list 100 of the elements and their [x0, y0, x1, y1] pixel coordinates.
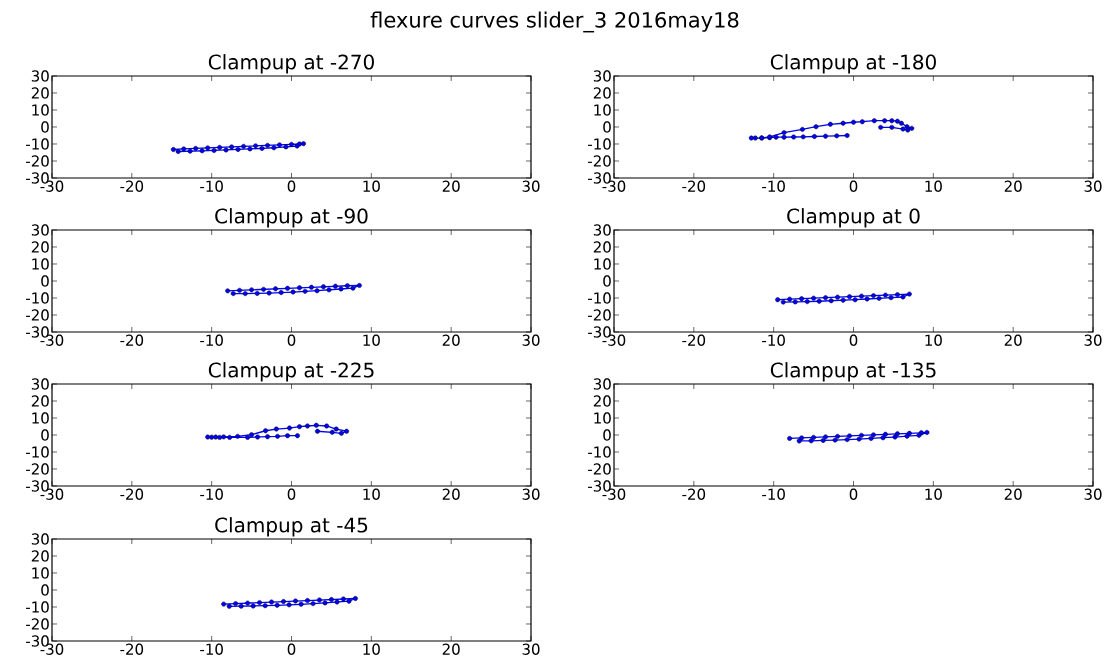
x-tick-label: 20: [442, 643, 460, 655]
y-tick-label: 10: [594, 258, 611, 270]
x-tick-label: 20: [442, 488, 460, 500]
point: [254, 290, 260, 296]
point: [259, 145, 265, 151]
y-tick-label: -10: [26, 292, 49, 304]
point: [894, 292, 900, 298]
point: [209, 434, 215, 440]
point: [265, 434, 270, 440]
point: [170, 146, 176, 152]
y-tick-label: 10: [32, 104, 49, 116]
y-tick-label: 30: [593, 378, 611, 390]
point: [811, 295, 817, 301]
point: [226, 603, 232, 609]
point: [894, 118, 900, 124]
y-tick-label: 0: [41, 584, 49, 596]
y-tick-label: 20: [593, 241, 611, 253]
x-tick-label: 20: [442, 180, 460, 192]
point: [334, 599, 340, 605]
y-tick-label: 20: [31, 241, 49, 253]
x-tick-label: 30: [522, 334, 540, 346]
x-tick-label: 0: [287, 643, 296, 655]
point: [245, 600, 251, 606]
x-tick-label: 10: [925, 488, 942, 500]
point: [297, 285, 302, 291]
point: [187, 148, 193, 154]
point: [328, 597, 334, 602]
y-tick-label: -10: [588, 138, 611, 150]
x-tick-label: 0: [849, 180, 858, 192]
point: [320, 284, 326, 290]
point: [249, 432, 255, 438]
y-tick-label: 20: [31, 87, 49, 99]
point: [245, 434, 251, 440]
point: [302, 288, 308, 294]
point: [274, 602, 280, 608]
point: [235, 146, 241, 152]
point: [317, 597, 322, 603]
x-tick-label: 0: [287, 180, 296, 192]
point: [856, 436, 862, 442]
point: [840, 120, 846, 126]
point: [888, 295, 894, 301]
point: [315, 428, 320, 434]
point: [329, 429, 335, 435]
x-tick-label: 10: [363, 334, 380, 346]
y-tick-label: 10: [32, 412, 49, 424]
x-tick-label: 10: [363, 488, 380, 500]
y-tick-label: 30: [593, 224, 611, 236]
point: [295, 433, 300, 439]
point: [281, 599, 286, 605]
point: [257, 600, 263, 606]
point: [350, 285, 356, 291]
x-tick-label: 20: [442, 334, 460, 346]
point: [297, 424, 302, 430]
point: [238, 603, 244, 609]
x-tick-label: 30: [522, 643, 540, 655]
point: [924, 430, 930, 435]
y-tick-label: 30: [31, 224, 49, 236]
text: flexure curves slider_3 2016may18: [370, 11, 739, 33]
point: [898, 120, 904, 126]
y-tick-label: 0: [41, 121, 49, 133]
point: [904, 433, 910, 439]
x-tick-label: 20: [1004, 488, 1022, 500]
chart-title: Clampup at -270: [208, 54, 374, 74]
point: [781, 130, 787, 136]
point: [223, 147, 229, 153]
y-tick-label: 0: [603, 121, 611, 133]
point: [227, 434, 233, 440]
point: [880, 435, 886, 441]
x-tick-label: 30: [1084, 488, 1102, 500]
x-tick-label: 0: [849, 488, 858, 500]
x-tick-label: -10: [762, 180, 785, 192]
point: [326, 287, 332, 293]
point: [748, 135, 754, 141]
point: [301, 141, 306, 147]
point: [253, 143, 259, 149]
x-tick-label: 20: [1004, 334, 1022, 346]
point: [338, 286, 344, 292]
point: [900, 126, 906, 132]
y-tick-label: 10: [594, 412, 611, 424]
x-tick-label: -10: [762, 334, 785, 346]
y-tick-label: 30: [31, 70, 49, 82]
point: [816, 298, 822, 304]
point: [792, 299, 798, 305]
point: [221, 601, 227, 607]
point: [265, 142, 270, 148]
point: [340, 596, 346, 602]
x-tick-label: 0: [287, 334, 296, 346]
point: [237, 287, 243, 293]
point: [823, 133, 829, 139]
y-tick-label: 0: [603, 275, 611, 287]
point: [832, 437, 838, 443]
y-tick-label: 0: [41, 429, 49, 441]
x-tick-label: -10: [200, 180, 223, 192]
point: [900, 294, 906, 300]
point: [847, 294, 852, 300]
point: [314, 288, 320, 294]
point: [247, 146, 253, 152]
point: [894, 431, 900, 437]
point: [181, 146, 187, 152]
point: [261, 286, 267, 292]
